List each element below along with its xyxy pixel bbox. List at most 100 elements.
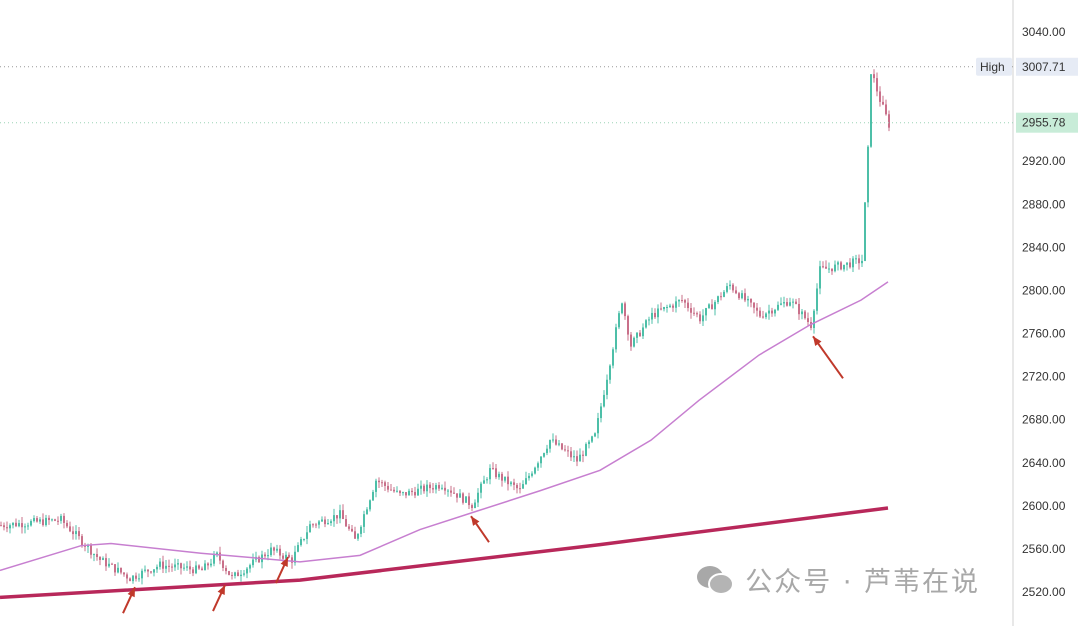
candle	[570, 447, 572, 462]
candle	[183, 563, 185, 571]
candle	[537, 461, 539, 471]
candle	[744, 288, 746, 303]
candle	[711, 299, 713, 310]
candle	[36, 515, 38, 523]
candle	[72, 526, 74, 540]
candle	[435, 482, 437, 494]
candle	[444, 481, 446, 495]
candle	[345, 515, 347, 527]
candle	[573, 450, 575, 462]
candle	[27, 522, 29, 530]
candle	[429, 482, 431, 494]
candle	[690, 303, 692, 319]
candle	[132, 575, 134, 584]
candle	[846, 262, 848, 271]
candle	[117, 562, 119, 574]
candle	[39, 517, 41, 524]
candle	[798, 298, 800, 320]
candle	[396, 486, 398, 493]
candle	[390, 484, 392, 491]
watermark-text: 公众号 · 芦苇在说	[745, 567, 980, 598]
candle	[195, 561, 197, 575]
candle	[387, 481, 389, 493]
candle	[672, 303, 674, 312]
candle	[792, 298, 794, 309]
candle	[522, 480, 524, 489]
candle	[102, 556, 104, 561]
candle	[606, 374, 608, 400]
candle	[330, 519, 332, 526]
candle	[369, 499, 371, 512]
candle	[888, 110, 890, 132]
candle	[9, 523, 11, 534]
candle	[375, 478, 377, 498]
price-axis[interactable]: 2520.00 2560.00 2600.00 2640.00 2680.00 2720.…	[1022, 25, 1066, 599]
candle	[237, 569, 239, 577]
candle	[519, 482, 521, 494]
candle	[186, 561, 188, 571]
candle	[384, 480, 386, 491]
candle	[687, 298, 689, 312]
candle	[786, 298, 788, 307]
candle	[759, 307, 761, 318]
candle	[594, 432, 596, 438]
candle	[453, 487, 455, 494]
candle	[354, 526, 356, 539]
candle	[24, 523, 26, 534]
candle	[12, 522, 14, 529]
candle	[156, 564, 158, 573]
candle	[261, 550, 263, 569]
candle	[162, 555, 164, 573]
candle	[456, 493, 458, 503]
candle	[240, 570, 242, 582]
candle	[822, 261, 824, 269]
candle	[225, 565, 227, 575]
candle	[135, 572, 137, 582]
candle	[243, 569, 245, 577]
candle	[780, 297, 782, 306]
candle	[654, 308, 656, 319]
candle	[714, 300, 716, 316]
price-tick-label: 2920.00	[1022, 154, 1066, 168]
candle	[840, 260, 842, 271]
candle	[165, 559, 167, 574]
candle	[0, 521, 2, 527]
candle	[855, 254, 857, 264]
candle	[555, 435, 557, 446]
candle	[765, 312, 767, 320]
candle	[624, 301, 626, 320]
candle	[747, 295, 749, 307]
candle	[174, 558, 176, 571]
candle	[738, 291, 740, 300]
candle	[864, 202, 866, 262]
candle	[708, 303, 710, 309]
candle	[852, 256, 854, 272]
candle	[612, 347, 614, 369]
candle	[438, 482, 440, 492]
candle	[813, 309, 815, 334]
candle	[57, 516, 59, 526]
candle	[405, 492, 407, 499]
arrow-annotation	[275, 556, 289, 584]
candle	[459, 489, 461, 498]
candle	[465, 496, 467, 503]
candle	[516, 483, 518, 494]
candle	[651, 307, 653, 324]
candle	[144, 565, 146, 573]
candle	[207, 562, 209, 570]
candle	[288, 552, 290, 558]
candle	[483, 475, 485, 484]
candle	[15, 518, 17, 528]
candle	[579, 448, 581, 462]
candle	[771, 307, 773, 317]
candle	[75, 525, 77, 540]
candle	[105, 553, 107, 571]
candle	[450, 485, 452, 497]
candle	[312, 523, 314, 528]
candle	[96, 548, 98, 561]
candle	[681, 294, 683, 303]
candle	[3, 522, 5, 531]
annotation-arrows	[122, 335, 844, 614]
candle	[228, 570, 230, 576]
candle	[264, 552, 266, 559]
